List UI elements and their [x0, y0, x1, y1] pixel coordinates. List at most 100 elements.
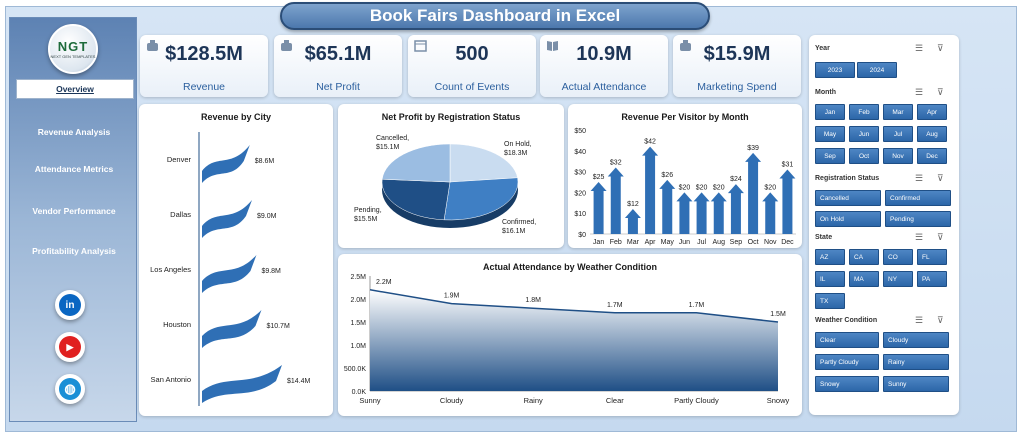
filter-weather-partly-cloudy[interactable]: Partly Cloudy — [815, 354, 879, 370]
filter-state-fl[interactable]: FL — [917, 249, 947, 265]
data-label: $16.1M — [502, 228, 526, 235]
clear-filter-icon[interactable]: ⊽ — [937, 43, 944, 53]
filter-weather-sunny[interactable]: Sunny — [883, 376, 949, 392]
filter-state-ma[interactable]: MA — [849, 271, 879, 287]
tick-label: Houston — [163, 320, 191, 329]
filters-panel: Year ☰ ⊽ 2023 2024 Month ☰ ⊽ Jan Feb Mar… — [809, 35, 959, 415]
chart-revenue-per-visitor: Revenue Per Visitor by Month $0 $10 $20 $30… — [568, 104, 802, 248]
data-label: Pending, — [354, 207, 382, 214]
x-tick-label: Rainy — [524, 396, 543, 405]
nav-revenue-analysis[interactable]: Revenue Analysis — [37, 127, 111, 137]
nav-overview[interactable]: Overview — [16, 79, 134, 99]
filter-state-ca[interactable]: CA — [849, 249, 879, 265]
filter-year-2024[interactable]: 2024 — [857, 62, 897, 78]
clear-filter-icon[interactable]: ⊽ — [937, 173, 944, 183]
filter-month-jul[interactable]: Jul — [883, 126, 913, 142]
chart-title: Revenue Per Visitor by Month — [621, 112, 749, 122]
y-tick-label: $40 — [574, 149, 586, 156]
multi-select-icon[interactable]: ☰ — [915, 232, 924, 242]
multi-select-icon[interactable]: ☰ — [915, 87, 924, 97]
chart-attendance-weather: Actual Attendance by Weather Condition 0… — [338, 254, 802, 416]
nav-vendor-performance[interactable]: Vendor Performance — [32, 206, 116, 216]
x-tick-label: Jun — [679, 239, 690, 246]
filter-month-may[interactable]: May — [815, 126, 845, 142]
clear-filter-icon[interactable]: ⊽ — [937, 232, 944, 242]
filter-reg-pending[interactable]: Pending — [885, 211, 951, 227]
filter-weather-cloudy[interactable]: Cloudy — [883, 332, 949, 348]
clear-filter-icon[interactable]: ⊽ — [937, 87, 944, 97]
bar — [710, 192, 727, 234]
tick-label: San Antonio — [151, 375, 191, 384]
data-label: $14.4M — [287, 378, 311, 385]
filter-state-tx[interactable]: TX — [815, 293, 845, 309]
linkedin-icon: in — [59, 294, 81, 316]
filter-month-mar[interactable]: Mar — [883, 104, 913, 120]
filter-state-il[interactable]: IL — [815, 271, 845, 287]
data-label: $20 — [696, 184, 708, 191]
bar — [202, 255, 257, 293]
bar — [202, 365, 282, 403]
website-button[interactable]: ◍ — [55, 374, 85, 404]
logo-subtext: NEXT GEN TEMPLATES — [50, 54, 96, 59]
filter-weather-rainy[interactable]: Rainy — [883, 354, 949, 370]
filter-month-jan[interactable]: Jan — [815, 104, 845, 120]
x-tick-label: May — [661, 239, 675, 246]
kpi-value: $128.5M — [165, 43, 243, 65]
nav-attendance-metrics[interactable]: Attendance Metrics — [34, 164, 114, 174]
bar — [762, 192, 779, 234]
data-label: $15.5M — [354, 216, 378, 223]
filter-month-feb[interactable]: Feb — [849, 104, 879, 120]
pie-slice — [443, 177, 519, 221]
filter-state-pa[interactable]: PA — [917, 271, 947, 287]
pie-slice — [381, 178, 451, 221]
multi-select-icon[interactable]: ☰ — [915, 43, 924, 53]
data-label: 1.7M — [689, 302, 705, 309]
filter-weather-clear[interactable]: Clear — [815, 332, 879, 348]
kpi-label: Net Profit — [316, 81, 360, 93]
data-label: Confirmed, — [502, 219, 536, 226]
multi-select-icon[interactable]: ☰ — [915, 315, 924, 325]
filter-state-ny[interactable]: NY — [883, 271, 913, 287]
x-tick-label: Mar — [627, 239, 640, 246]
filter-month-sep[interactable]: Sep — [815, 148, 845, 164]
filter-state-co[interactable]: CO — [883, 249, 913, 265]
x-tick-label: Snowy — [767, 396, 790, 405]
bar — [590, 182, 607, 234]
filter-month-jun[interactable]: Jun — [849, 126, 879, 142]
bar — [642, 146, 659, 234]
filter-reg-confirmed[interactable]: Confirmed — [885, 190, 951, 206]
youtube-button[interactable]: ▶ — [55, 332, 85, 362]
filter-reg-on-hold[interactable]: On Hold — [815, 211, 881, 227]
filter-month-aug[interactable]: Aug — [917, 126, 947, 142]
x-tick-label: Cloudy — [440, 396, 464, 405]
chart-title: Net Profit by Registration Status — [381, 112, 521, 122]
attendance-weather-svg: 0.0K 500.0K 1.0M 1.5M 2.0M 2.5M 2.2M Sunny 1.9M C… — [344, 274, 790, 405]
x-tick-label: Sep — [730, 239, 743, 246]
multi-select-icon[interactable]: ☰ — [915, 173, 924, 183]
filter-year-2023[interactable]: 2023 — [815, 62, 855, 78]
nav-profitability-analysis[interactable]: Profitability Analysis — [32, 246, 116, 256]
globe-icon: ◍ — [59, 378, 81, 400]
data-label: $18.3M — [504, 150, 528, 157]
revenue-by-city-svg: Denver $8.6M Dallas $9.0M Los Angeles $9.8M Ho… — [150, 132, 311, 406]
y-tick-label: 1.5M — [350, 320, 366, 327]
data-label: $8.6M — [255, 158, 275, 165]
linkedin-button[interactable]: in — [55, 290, 85, 320]
data-label: $42 — [644, 139, 656, 146]
kpi-net-profit: $65.1M Net Profit — [274, 35, 402, 97]
filter-weather-snowy[interactable]: Snowy — [815, 376, 879, 392]
ngt-logo[interactable]: NGT NEXT GEN TEMPLATES — [48, 24, 98, 74]
kpi-label: Count of Events — [434, 81, 510, 93]
filter-reg-cancelled[interactable]: Cancelled — [815, 190, 881, 206]
filter-month-oct[interactable]: Oct — [849, 148, 879, 164]
filter-state-az[interactable]: AZ — [815, 249, 845, 265]
money-bag-icon — [281, 40, 292, 51]
filter-month-nov[interactable]: Nov — [883, 148, 913, 164]
chart-title: Actual Attendance by Weather Condition — [482, 262, 657, 272]
filter-month-apr[interactable]: Apr — [917, 104, 947, 120]
filter-title-registration: Registration Status — [815, 175, 880, 182]
clear-filter-icon[interactable]: ⊽ — [937, 315, 944, 325]
dashboard-title: Book Fairs Dashboard in Excel — [280, 2, 710, 30]
filter-month-dec[interactable]: Dec — [917, 148, 947, 164]
bar — [202, 310, 262, 348]
